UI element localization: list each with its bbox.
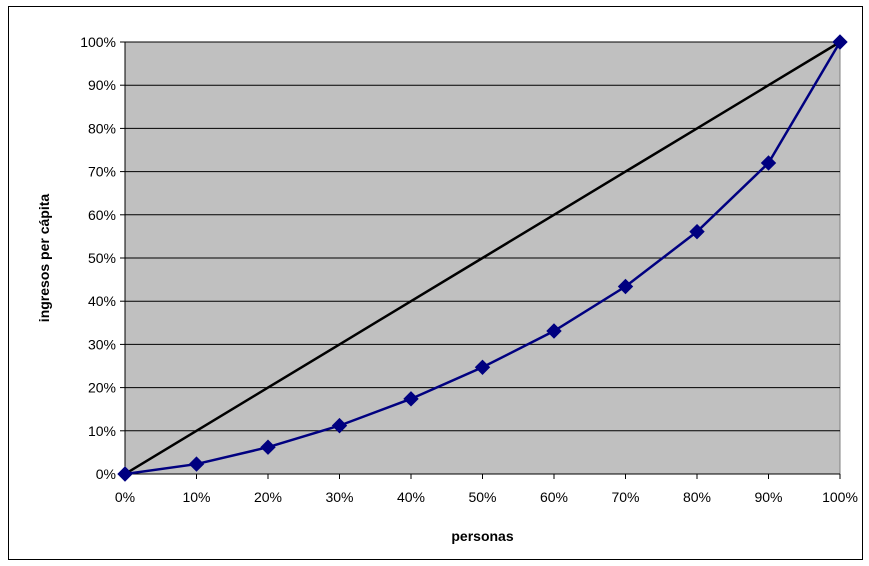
data-point bbox=[760, 155, 777, 171]
y-tick-label: 0% bbox=[96, 466, 116, 482]
data-point bbox=[689, 223, 705, 240]
x-tick-label: 100% bbox=[822, 489, 858, 505]
x-tick-label: 20% bbox=[254, 489, 282, 505]
gridlines bbox=[125, 41, 840, 475]
x-tick-label: 10% bbox=[182, 489, 210, 505]
y-tick-label: 100% bbox=[80, 34, 116, 50]
series-layer bbox=[117, 34, 848, 482]
y-tick-label: 60% bbox=[88, 207, 116, 223]
y-tick-label: 50% bbox=[88, 250, 116, 266]
data-point bbox=[331, 417, 348, 434]
x-tick-label: 80% bbox=[683, 489, 711, 505]
y-tick-label: 80% bbox=[88, 120, 116, 136]
x-tick-label: 90% bbox=[754, 489, 782, 505]
y-tick-label: 10% bbox=[88, 423, 116, 439]
data-point bbox=[617, 278, 634, 295]
data-point bbox=[260, 439, 276, 455]
equality-line bbox=[124, 40, 841, 476]
y-axis-title: ingresos per cápita bbox=[36, 194, 52, 323]
y-tick-label: 90% bbox=[88, 77, 116, 93]
data-point bbox=[188, 456, 205, 472]
x-tick-label: 60% bbox=[540, 489, 568, 505]
data-point bbox=[832, 34, 848, 50]
x-tick-label: 30% bbox=[325, 489, 353, 505]
y-tick-label: 20% bbox=[88, 380, 116, 396]
y-tick-label: 70% bbox=[88, 164, 116, 180]
data-point bbox=[117, 466, 133, 482]
y-tick-label: 30% bbox=[88, 336, 116, 352]
x-tick-label: 40% bbox=[397, 489, 425, 505]
data-point bbox=[474, 359, 491, 376]
data-point bbox=[546, 323, 562, 339]
x-tick-label: 50% bbox=[468, 489, 496, 505]
data-point bbox=[403, 391, 419, 407]
y-tick-label: 40% bbox=[88, 293, 116, 309]
x-axis-title: personas bbox=[451, 528, 513, 544]
x-tick-label: 0% bbox=[115, 489, 135, 505]
y-axis-ticks: 0% 10% 20% 30% 40% 50% 60% 70% 80% 90% 100% bbox=[80, 34, 125, 482]
x-tick-label: 70% bbox=[611, 489, 639, 505]
x-axis-ticks: 0% 10% 20% 30% 40% 50% 60% 70% 80% 90% 100% bbox=[115, 42, 858, 505]
